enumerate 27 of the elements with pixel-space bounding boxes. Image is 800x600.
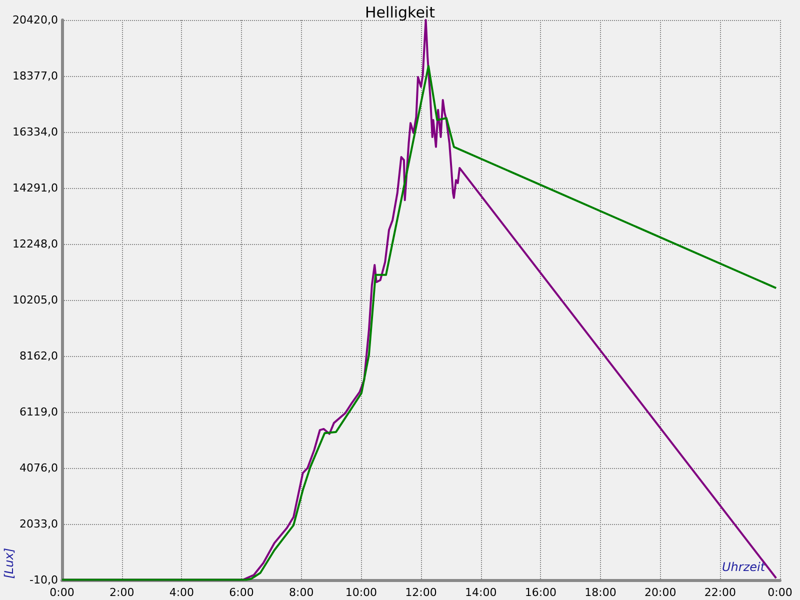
y-tick-label: 6119,0: [20, 406, 58, 418]
y-tick-label: 4076,0: [20, 462, 58, 474]
y-tick-label: 14291,0: [12, 182, 58, 194]
y-tick-label: 8162,0: [20, 350, 58, 362]
x-tick-label: 20:00: [644, 586, 676, 599]
y-tick-label: 20420,0: [12, 14, 58, 26]
x-tick-label: 6:00: [229, 586, 254, 599]
y-tick-label: 12248,0: [12, 238, 58, 250]
y-tick-label: 18377,0: [12, 70, 58, 82]
x-tick-label: 4:00: [169, 586, 194, 599]
y-tick-label: -10,0: [30, 574, 58, 586]
x-axis-title: Uhrzeit: [722, 560, 766, 574]
x-tick-label: 0:00: [50, 586, 74, 599]
x-tick-label: 0:00: [768, 586, 792, 599]
chart-title: Helligkeit: [365, 4, 436, 22]
y-tick-label: 10205,0: [12, 294, 58, 306]
x-tick-label: 10:00: [345, 586, 378, 599]
x-tick-label: 16:00: [524, 586, 557, 599]
x-tick-label: 8:00: [288, 586, 314, 599]
x-tick-label: 2:00: [109, 586, 134, 599]
x-tick-label: 22:00: [704, 586, 736, 599]
y-tick-label: 2033,0: [20, 518, 58, 530]
y-tick-label: 16334,0: [12, 126, 58, 138]
x-tick-label: 18:00: [584, 586, 616, 599]
x-tick-label: 14:00: [464, 586, 497, 599]
y-axis-title: [Lux]: [2, 548, 16, 579]
x-tick-label: 12:00: [405, 586, 437, 599]
